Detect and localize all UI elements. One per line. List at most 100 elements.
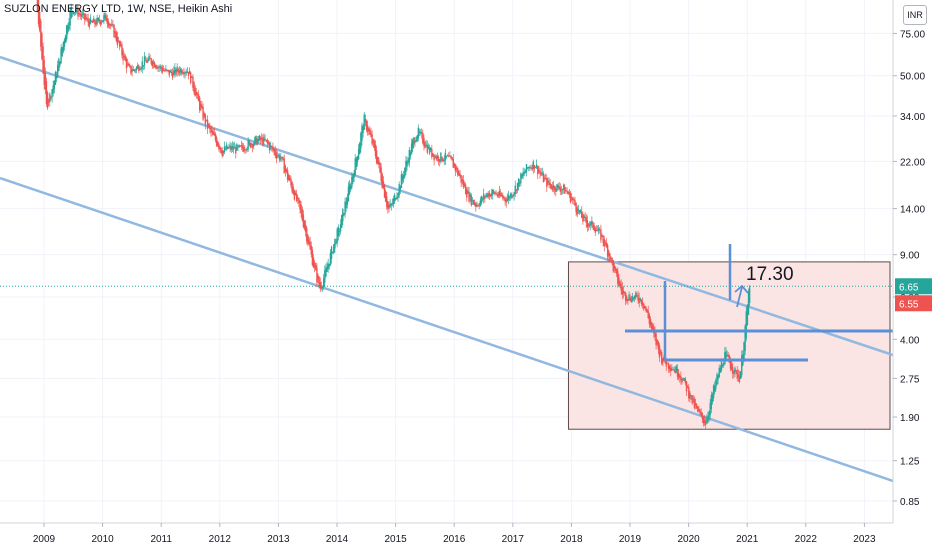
candle bbox=[105, 13, 107, 22]
candle bbox=[654, 326, 656, 341]
candle bbox=[193, 81, 195, 95]
candle bbox=[126, 58, 129, 67]
candle bbox=[335, 238, 337, 245]
candle bbox=[169, 69, 172, 73]
candle bbox=[275, 148, 278, 164]
candle bbox=[410, 138, 413, 155]
candle bbox=[51, 88, 53, 103]
candle bbox=[266, 138, 269, 148]
candle bbox=[223, 141, 226, 155]
candle bbox=[148, 52, 150, 62]
candle bbox=[178, 66, 181, 77]
candle bbox=[103, 12, 105, 24]
candle bbox=[66, 24, 68, 42]
candle bbox=[359, 141, 361, 155]
candle bbox=[638, 292, 640, 308]
candle bbox=[444, 148, 447, 165]
candle bbox=[459, 170, 461, 179]
candle bbox=[405, 155, 407, 176]
x-tick-label: 2018 bbox=[560, 534, 583, 545]
candle bbox=[718, 364, 720, 378]
candle bbox=[695, 403, 698, 410]
candle bbox=[730, 361, 733, 371]
candle bbox=[375, 145, 378, 165]
candle bbox=[567, 190, 569, 195]
candle bbox=[55, 71, 58, 83]
candle bbox=[417, 124, 420, 142]
candle bbox=[504, 196, 506, 206]
channel-upper-line[interactable] bbox=[0, 55, 894, 357]
currency-badge[interactable]: INR bbox=[903, 5, 927, 25]
candle bbox=[464, 182, 467, 195]
candle bbox=[221, 147, 223, 158]
candle bbox=[498, 185, 501, 199]
candle bbox=[87, 13, 89, 27]
candle bbox=[150, 57, 152, 66]
candle bbox=[436, 152, 439, 162]
candle bbox=[353, 169, 355, 183]
candle bbox=[64, 34, 67, 44]
candle bbox=[721, 363, 724, 368]
candle bbox=[316, 262, 318, 288]
y-tick-label: 9.00 bbox=[900, 251, 920, 262]
x-tick-label: 2014 bbox=[326, 534, 349, 545]
candle bbox=[397, 192, 399, 202]
candle bbox=[657, 340, 660, 355]
candle bbox=[197, 90, 200, 102]
candle bbox=[639, 297, 642, 302]
time-axis: 2009 2010 2011 2012 2013 2014 2015 2016 2017 2018… bbox=[0, 522, 893, 550]
candle bbox=[510, 192, 512, 201]
candle bbox=[45, 77, 48, 107]
candle bbox=[157, 65, 159, 72]
candle bbox=[710, 391, 713, 414]
candle bbox=[347, 181, 350, 202]
candle bbox=[401, 173, 404, 185]
candle bbox=[210, 125, 212, 137]
candle bbox=[76, 4, 78, 15]
candle bbox=[418, 128, 421, 137]
candle bbox=[291, 180, 293, 194]
x-tick-label: 2022 bbox=[795, 534, 818, 545]
y-tick-label: 50.00 bbox=[900, 72, 925, 83]
candle bbox=[312, 254, 315, 269]
candle bbox=[538, 165, 540, 174]
candle bbox=[191, 76, 193, 78]
candle bbox=[613, 262, 616, 273]
candle bbox=[626, 295, 628, 304]
candle bbox=[256, 136, 258, 146]
candle bbox=[426, 140, 429, 155]
candle bbox=[176, 63, 178, 77]
candle bbox=[497, 191, 500, 199]
candle bbox=[89, 14, 92, 25]
candle bbox=[599, 226, 601, 234]
candle bbox=[472, 199, 475, 205]
candle bbox=[231, 141, 234, 152]
candle bbox=[469, 191, 471, 202]
candle bbox=[182, 69, 184, 75]
candle bbox=[307, 234, 309, 247]
candle bbox=[489, 193, 492, 198]
candle bbox=[557, 182, 559, 191]
candle bbox=[745, 306, 747, 342]
candle bbox=[235, 144, 237, 159]
candle bbox=[348, 180, 351, 196]
candle bbox=[73, 12, 76, 16]
candle bbox=[551, 181, 554, 192]
candle bbox=[380, 162, 382, 183]
x-tick-label: 2020 bbox=[677, 534, 700, 545]
candle bbox=[146, 57, 148, 64]
candle bbox=[566, 187, 568, 194]
annotation-label: 17.30 bbox=[746, 264, 794, 285]
candle bbox=[340, 214, 343, 229]
candle bbox=[515, 189, 518, 194]
candle bbox=[701, 412, 704, 423]
candle bbox=[691, 395, 693, 405]
channel-lower-line[interactable] bbox=[0, 176, 894, 483]
candle bbox=[132, 65, 134, 72]
candle bbox=[352, 173, 354, 185]
candle bbox=[636, 292, 638, 298]
candle bbox=[541, 167, 543, 176]
candle bbox=[361, 122, 363, 146]
candle bbox=[478, 202, 480, 210]
